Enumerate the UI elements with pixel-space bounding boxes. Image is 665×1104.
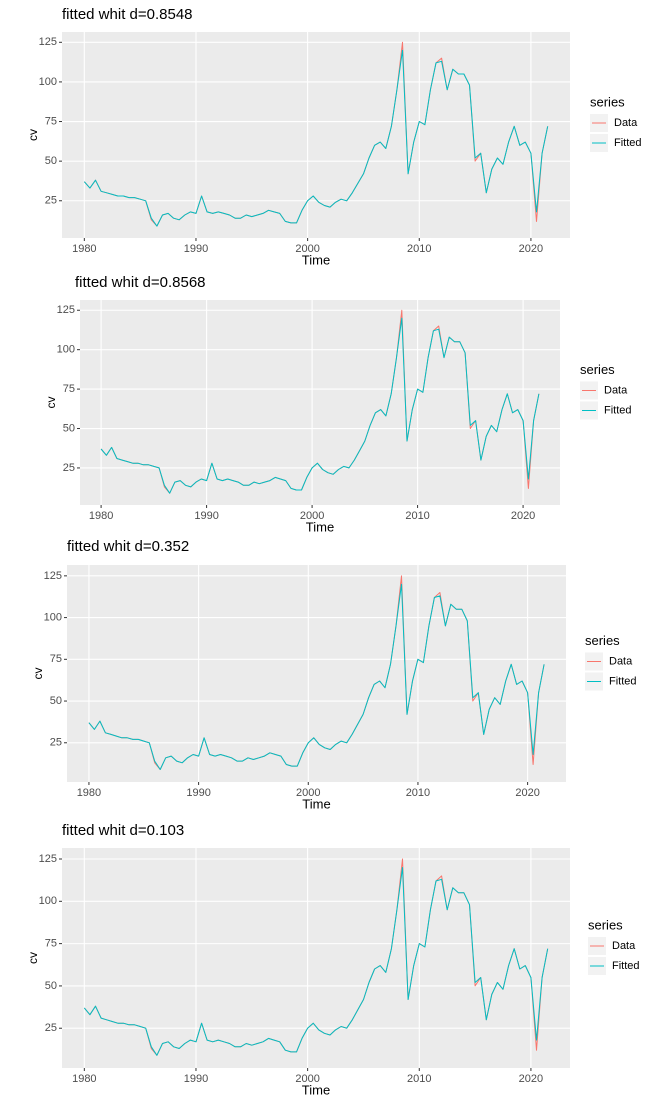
chart-title: fitted whit d=0.103 (62, 822, 184, 839)
x-axis-label: Time (302, 1082, 330, 1097)
x-tick-label: 2000 (296, 787, 320, 799)
y-tick-label: 125 (57, 304, 75, 316)
x-tick-label: 2000 (295, 243, 319, 255)
plot-panel (62, 32, 570, 238)
x-tick-label: 2020 (519, 243, 543, 255)
legend-label: Data (604, 384, 628, 396)
legend-title: series (580, 362, 615, 377)
x-tick-label: 1980 (89, 510, 113, 522)
x-tick-label: 1990 (184, 243, 208, 255)
y-axis-label: cv (26, 129, 40, 141)
y-tick-label: 125 (39, 36, 57, 48)
y-tick-label: 125 (44, 570, 62, 582)
y-tick-label: 100 (39, 895, 57, 907)
y-tick-label: 50 (45, 980, 57, 992)
y-tick-label: 75 (45, 938, 57, 950)
legend-label: Fitted (609, 675, 637, 687)
y-tick-label: 100 (39, 76, 57, 88)
series-line (83, 867, 549, 1056)
x-tick-label: 2020 (515, 787, 539, 799)
y-tick-label: 25 (45, 1022, 57, 1034)
plot-panel (62, 848, 570, 1068)
legend-label: Fitted (612, 960, 640, 972)
y-tick-label: 25 (63, 462, 75, 474)
y-tick-label: 25 (50, 737, 62, 749)
legend-title: series (585, 633, 620, 648)
y-axis-label: cv (44, 397, 58, 409)
x-tick-label: 2000 (300, 510, 324, 522)
legend-label: Fitted (614, 137, 642, 149)
x-tick-label: 2010 (405, 510, 429, 522)
series-line (100, 317, 540, 494)
legend-label: Data (614, 117, 638, 129)
y-tick-label: 100 (57, 344, 75, 356)
y-tick-label: 125 (39, 853, 57, 865)
y-tick-label: 25 (45, 195, 57, 207)
x-tick-label: 1990 (184, 1073, 208, 1085)
x-tick-label: 2010 (406, 787, 430, 799)
x-tick-label: 1990 (186, 787, 210, 799)
y-tick-label: 100 (44, 611, 62, 623)
chart-title: fitted whit d=0.8548 (62, 6, 193, 23)
legend-title: series (588, 917, 623, 932)
x-tick-label: 1980 (77, 787, 101, 799)
legend-label: Data (612, 940, 636, 952)
x-tick-label: 2010 (407, 243, 431, 255)
x-tick-label: 2010 (407, 1073, 431, 1085)
y-tick-label: 75 (63, 383, 75, 395)
y-tick-label: 75 (50, 653, 62, 665)
y-axis-label: cv (26, 952, 40, 964)
y-tick-label: 50 (63, 422, 75, 434)
chart-title: fitted whit d=0.352 (67, 538, 189, 555)
y-tick-label: 50 (45, 155, 57, 167)
legend-title: series (590, 94, 625, 109)
x-tick-label: 1980 (72, 243, 96, 255)
x-tick-label: 2000 (295, 1073, 319, 1085)
plot-panel (67, 565, 566, 782)
plot-panel (80, 300, 560, 505)
legend-label: Data (609, 655, 633, 667)
y-tick-label: 50 (50, 695, 62, 707)
x-tick-label: 1990 (194, 510, 218, 522)
y-tick-label: 75 (45, 115, 57, 127)
series-line (88, 583, 545, 770)
x-axis-label: Time (302, 252, 330, 267)
chart-title: fitted whit d=0.8568 (75, 274, 206, 291)
series-line (83, 49, 549, 227)
legend-label: Fitted (604, 404, 632, 416)
x-axis-label: Time (306, 519, 334, 534)
y-axis-label: cv (31, 668, 45, 680)
x-axis-label: Time (302, 796, 330, 811)
x-tick-label: 1980 (72, 1073, 96, 1085)
x-tick-label: 2020 (519, 1073, 543, 1085)
x-tick-label: 2020 (511, 510, 535, 522)
